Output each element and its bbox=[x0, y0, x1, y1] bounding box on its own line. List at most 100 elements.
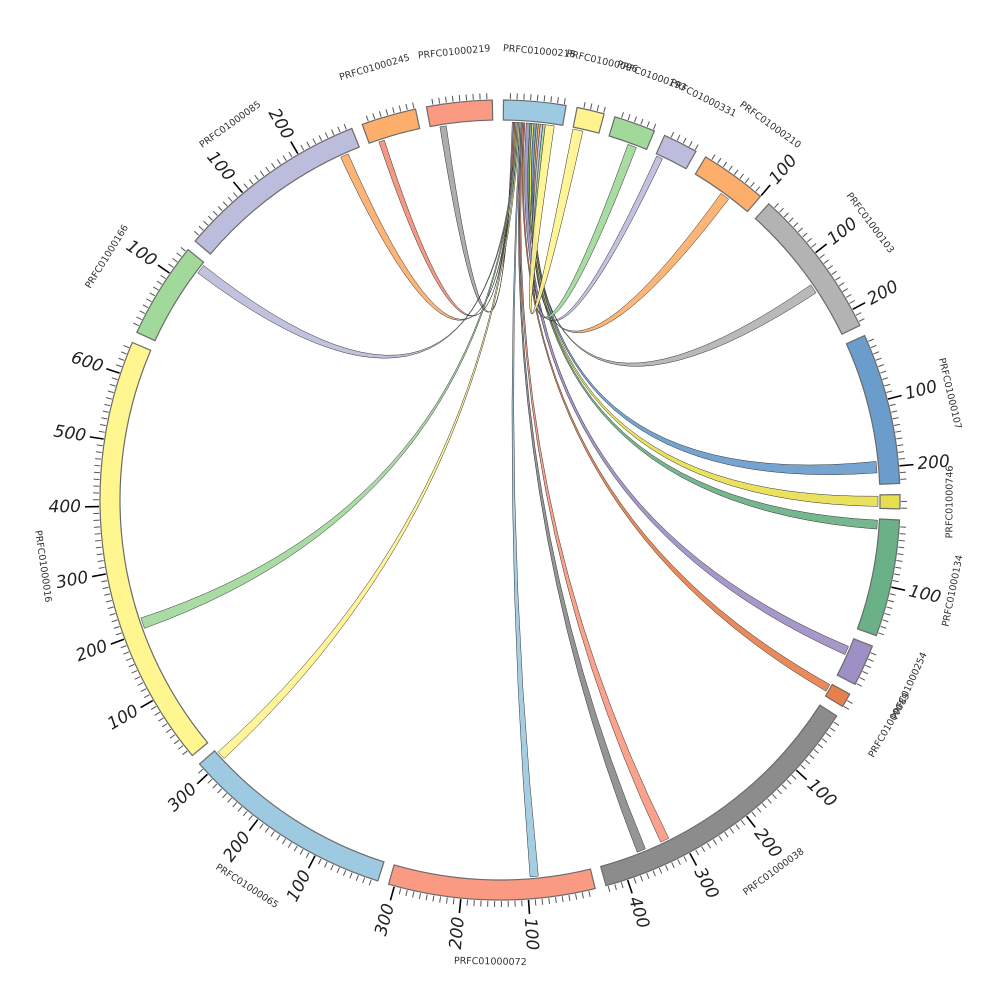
minor-tick bbox=[111, 619, 118, 623]
minor-tick bbox=[372, 113, 376, 120]
minor-tick bbox=[331, 129, 335, 136]
minor-tick bbox=[136, 316, 143, 321]
segment-name-label: PRFC01000210 bbox=[737, 99, 802, 150]
segment-arc bbox=[599, 704, 838, 887]
minor-tick bbox=[744, 177, 750, 184]
minor-tick bbox=[123, 344, 130, 349]
minor-tick bbox=[145, 298, 152, 303]
minor-tick bbox=[729, 828, 735, 834]
segment-arc bbox=[836, 638, 874, 686]
minor-tick bbox=[120, 351, 127, 355]
minor-tick bbox=[581, 892, 584, 899]
link-ribbon bbox=[439, 121, 514, 313]
segment-arc bbox=[361, 108, 421, 145]
minor-tick bbox=[94, 464, 101, 467]
minor-tick bbox=[646, 872, 650, 879]
minor-tick bbox=[804, 759, 811, 765]
tick-label: 300 bbox=[371, 901, 399, 938]
minor-tick bbox=[774, 202, 779, 209]
minor-tick bbox=[676, 134, 681, 141]
major-tick bbox=[91, 573, 107, 578]
major-tick bbox=[196, 773, 208, 785]
major-tick bbox=[106, 367, 120, 374]
link-ribbon bbox=[197, 122, 518, 359]
minor-tick bbox=[232, 192, 238, 198]
minor-tick bbox=[884, 612, 891, 616]
minor-tick bbox=[264, 827, 270, 833]
minor-tick bbox=[634, 116, 637, 123]
minor-tick bbox=[365, 115, 369, 122]
segment-name-label: PRFC01000085 bbox=[198, 99, 264, 150]
minor-tick bbox=[101, 580, 108, 583]
minor-tick bbox=[318, 135, 323, 142]
tick-label: 300 bbox=[164, 779, 201, 816]
major-tick bbox=[626, 879, 633, 894]
minor-tick bbox=[888, 599, 895, 603]
minor-tick bbox=[94, 533, 101, 535]
minor-tick bbox=[180, 247, 186, 252]
minor-tick bbox=[849, 300, 855, 304]
minor-tick bbox=[305, 852, 310, 859]
tick-label: 300 bbox=[690, 864, 723, 902]
minor-tick bbox=[898, 546, 905, 549]
minor-tick bbox=[293, 845, 298, 852]
minor-tick bbox=[137, 682, 144, 686]
minor-tick bbox=[362, 877, 366, 884]
minor-tick bbox=[797, 227, 803, 233]
link-ribbon bbox=[140, 122, 519, 629]
minor-tick bbox=[620, 882, 624, 889]
minor-tick bbox=[707, 842, 712, 849]
link-ribbons bbox=[140, 121, 879, 878]
major-tick bbox=[852, 301, 866, 311]
segment-name-label: PRFC01000072 bbox=[454, 956, 527, 969]
minor-tick bbox=[734, 169, 739, 175]
minor-tick bbox=[621, 112, 624, 119]
minor-tick bbox=[98, 566, 105, 569]
segment-name-label: PRFC01000746 bbox=[944, 466, 955, 539]
segment-arc bbox=[694, 156, 762, 213]
minor-tick bbox=[671, 862, 675, 869]
minor-tick bbox=[425, 894, 428, 901]
major-tick bbox=[745, 815, 756, 828]
minor-tick bbox=[142, 304, 149, 309]
minor-tick bbox=[740, 820, 746, 826]
tick-label: 200 bbox=[917, 452, 951, 475]
minor-tick bbox=[398, 888, 402, 895]
segment-arc bbox=[754, 202, 861, 335]
segment-arc bbox=[198, 749, 385, 882]
segment-labels: PRFC01000218PRFC01000096PRFC01000193PRFC… bbox=[32, 43, 965, 968]
minor-tick bbox=[640, 118, 644, 125]
major-tick bbox=[891, 586, 906, 592]
minor-tick bbox=[173, 739, 180, 745]
minor-tick bbox=[862, 670, 869, 675]
minor-tick bbox=[779, 207, 784, 213]
segment-arc bbox=[502, 99, 567, 126]
minor-tick bbox=[131, 670, 138, 674]
minor-tick bbox=[543, 95, 546, 102]
minor-tick bbox=[627, 114, 631, 121]
minor-tick bbox=[701, 846, 706, 853]
minor-tick bbox=[886, 606, 893, 610]
major-tick bbox=[795, 769, 808, 781]
minor-tick bbox=[568, 894, 571, 902]
segment-arc bbox=[99, 341, 209, 757]
tick-label: 400 bbox=[48, 497, 81, 518]
major-tick bbox=[290, 141, 299, 155]
minor-tick bbox=[312, 138, 317, 145]
minor-tick bbox=[287, 842, 292, 848]
tick-label: 100 bbox=[104, 701, 142, 735]
link-ribbon bbox=[519, 122, 670, 843]
tick-label: 200 bbox=[446, 916, 469, 950]
minor-tick bbox=[324, 861, 328, 868]
minor-tick bbox=[128, 663, 135, 668]
major-tick bbox=[232, 181, 244, 194]
minor-tick bbox=[767, 798, 772, 804]
major-tick bbox=[899, 463, 914, 467]
minor-tick bbox=[665, 865, 669, 871]
minor-tick bbox=[342, 869, 347, 876]
minor-tick bbox=[111, 377, 118, 381]
minor-tick bbox=[717, 157, 722, 164]
minor-tick bbox=[825, 732, 832, 738]
minor-tick bbox=[880, 625, 887, 629]
minor-tick bbox=[806, 237, 813, 243]
